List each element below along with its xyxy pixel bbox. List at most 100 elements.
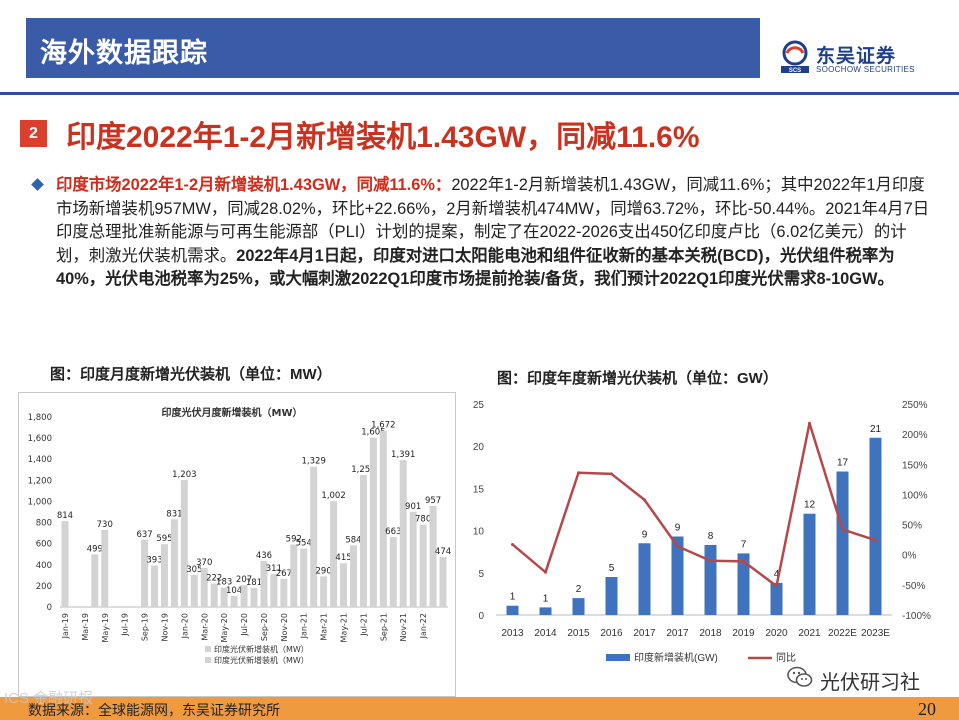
bar-value-label: 663 [385,527,401,537]
yoy-point [577,471,580,475]
bar-value-label: 267 [276,569,292,579]
legend-swatch [205,657,211,663]
left-y-tick-label: 15 [473,484,485,495]
bar [260,560,268,607]
x-tick-label: 2017 [633,628,656,639]
bar-value-label: 814 [57,511,73,521]
bar [280,578,288,607]
bar [439,556,447,607]
bar-value-label: 1,391 [391,450,415,460]
bar-value-label: 222 [206,574,222,584]
legend-label: 印度光伏新增装机（MW） [214,644,309,654]
bar [379,430,387,607]
yoy-line [511,422,876,588]
x-tick-label: Jan-19 [61,613,70,639]
bar [330,501,338,607]
right-y-tick-label: 250% [902,400,928,411]
x-tick-label: 2019 [732,628,755,639]
yoy-point [643,498,646,502]
wechat-icon [787,666,813,687]
y-tick-label: 1,800 [28,413,52,423]
left-chart-caption: 图：印度月度新增光伏装机（单位：MW） [50,366,332,383]
left-y-tick-label: 25 [473,400,485,411]
bar-value-label: 1,329 [302,457,326,467]
bar [869,437,882,615]
bar-value-label: 1,250 [351,465,375,475]
bar [180,480,188,607]
x-tick-label: 2023E [861,628,890,639]
left-y-tick-label: 0 [478,611,484,622]
bar-value-label: 7 [741,539,747,550]
right-chart-caption: 图：印度年度新增光伏装机（单位：GW） [497,370,778,387]
x-tick-label: Jan-20 [180,613,189,639]
bar-value-label: 901 [405,502,421,512]
bar [389,537,397,607]
logo-mark-icon: SCS [781,40,809,74]
bar [605,577,618,615]
company-logo: SCS 东吴证券 SOOCHOW SECURITIES [778,40,918,76]
bar-value-label: 305 [186,565,202,575]
bar-value-label: 554 [296,539,312,549]
bar-value-label: 415 [335,553,351,563]
yoy-point [610,472,613,476]
bar [704,544,717,615]
x-tick-label: Nov-19 [160,613,169,641]
bar-value-label: 499 [87,544,103,554]
bar [399,460,407,607]
bar-value-label: 637 [136,530,152,540]
y-tick-label: 1,600 [28,434,52,444]
bar [350,545,357,607]
bar-value-label: 1,605 [361,428,385,438]
x-tick-label: Jul-21 [359,613,368,637]
bar [359,475,367,607]
bar [770,582,783,615]
legend-label-bar: 印度新增装机(GW) [634,651,718,664]
bar [220,587,228,607]
bar [190,574,198,607]
bar-value-label: 4 [774,569,780,580]
x-tick-label: Mar-19 [81,613,90,641]
bar-value-label: 207 [236,575,252,585]
x-tick-label: Sep-21 [379,613,388,641]
bar [160,544,168,607]
bar [170,519,178,607]
bar [310,466,318,607]
section-number-badge: 2 [20,120,47,147]
bar [737,553,750,615]
bar [803,513,816,615]
bar-value-label: 436 [256,551,272,561]
monthly-chart-title: 印度光伏月度新增装机（MW） [162,406,303,419]
x-tick-label: 2022E [828,628,857,639]
bar [210,583,218,607]
bar-value-label: 1,672 [371,421,395,431]
x-tick-label: 2021 [798,628,821,639]
right-y-tick-label: 200% [902,430,928,441]
bullet-lead: 印度市场2022年1-2月新增装机1.43GW，同减11.6%： [56,176,452,194]
page-number: 20 [918,699,936,719]
y-tick-label: 0 [47,603,52,613]
bar-value-label: 17 [837,458,849,469]
x-tick-label: 2020 [765,628,788,639]
bar-value-label: 9 [675,523,681,534]
bar-value-label: 393 [146,556,162,566]
x-tick-label: Sep-19 [141,613,150,641]
x-tick-label: May-20 [220,613,229,642]
right-y-tick-label: 150% [902,460,928,471]
bar-value-label: 957 [425,496,441,506]
x-tick-label: Mar-21 [320,613,329,641]
bar [290,544,298,607]
yoy-point [676,544,679,548]
bar [250,587,258,607]
bar [270,574,278,607]
bar-value-label: 831 [166,509,182,519]
x-tick-label: Mar-20 [200,613,209,641]
legend-label: 印度光伏新增装机（MW） [214,655,309,665]
yoy-point [775,584,778,588]
x-tick-label: Jul-20 [240,613,249,637]
x-tick-label: Jan-22 [419,613,428,639]
y-tick-label: 600 [36,540,52,550]
bar-value-label: 183 [216,578,232,588]
bar-value-label: 584 [345,535,361,545]
bar [572,598,585,615]
